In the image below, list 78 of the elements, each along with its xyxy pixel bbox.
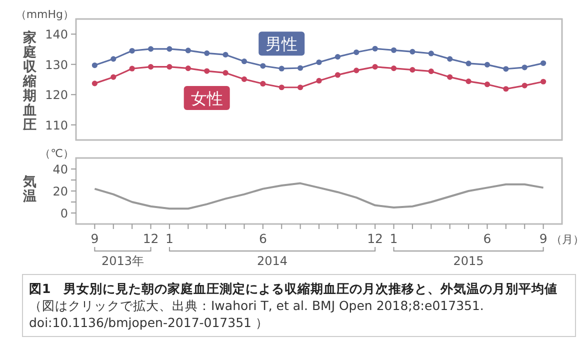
series-label: 男性: [266, 34, 298, 54]
point: [540, 60, 546, 66]
text: 図1 男女別に見た朝の家庭血圧測定による収縮期血圧の月次推移と、外気温の月別平均値: [29, 280, 559, 297]
text: （mmHg）: [15, 8, 74, 21]
point: [466, 78, 472, 84]
x-tick-label: 6: [483, 231, 492, 246]
point: [148, 46, 154, 52]
x-tick-label: 12: [367, 231, 384, 246]
point: [166, 64, 172, 70]
y-tick-label: 120: [45, 88, 68, 102]
y-tick-label: 110: [45, 118, 68, 132]
x-tick-label: 1: [165, 231, 174, 246]
point: [278, 66, 284, 72]
point: [372, 46, 378, 52]
text: （図はクリックで拡大、出典：Iwahori T, et al. BMJ Open 2018;8:e017351. doi:10.1136/bmjopen-2017-017351 ）: [29, 297, 485, 331]
point: [92, 80, 98, 86]
point: [447, 56, 453, 62]
point: [222, 52, 228, 58]
point: [129, 66, 135, 72]
y-axis-title: 家庭収縮期血圧: [22, 29, 38, 133]
point: [260, 80, 266, 87]
x-tick-label: 9: [90, 231, 99, 246]
point: [522, 64, 528, 70]
point: [166, 46, 172, 52]
point: [428, 50, 434, 56]
point: [503, 86, 509, 92]
point: [354, 68, 360, 74]
point: [298, 84, 304, 90]
point: [503, 66, 509, 72]
x-axis-title: （月）: [551, 233, 584, 246]
text: 2015: [453, 254, 484, 268]
x-tick-label: 12: [142, 231, 159, 246]
point: [372, 64, 378, 70]
point: [447, 74, 453, 80]
y-axis-title: 気温: [22, 174, 37, 204]
x-tick-label: 9: [539, 231, 548, 246]
point: [316, 59, 322, 66]
point: [522, 82, 528, 88]
point: [241, 76, 248, 82]
y-tick-label: 0: [60, 206, 68, 220]
text: 2014: [256, 254, 288, 268]
point: [148, 64, 154, 70]
point: [316, 78, 322, 84]
point: [129, 48, 135, 54]
point: [410, 48, 416, 54]
x-tick-label: 1: [390, 231, 398, 246]
point: [110, 74, 116, 80]
point: [241, 58, 248, 64]
y-tick-label: 20: [52, 184, 68, 198]
point: [204, 68, 210, 74]
point: [185, 48, 191, 54]
point: [260, 63, 266, 69]
series-label: 女性: [190, 89, 223, 108]
point: [428, 68, 434, 74]
text: 2013年: [101, 254, 144, 268]
point: [92, 62, 98, 68]
x-tick-label: 6: [258, 231, 267, 246]
text: （℃）: [40, 147, 74, 160]
point: [334, 72, 340, 78]
point: [298, 65, 304, 71]
point: [334, 54, 340, 60]
point: [110, 56, 116, 62]
point: [540, 78, 546, 84]
y-tick-label: 130: [45, 58, 68, 72]
point: [484, 62, 490, 68]
point: [466, 60, 472, 66]
point: [410, 67, 416, 73]
point: [390, 47, 397, 53]
point: [390, 66, 397, 72]
point: [185, 66, 191, 72]
y-tick-label: 40: [52, 162, 68, 176]
point: [484, 82, 490, 88]
point: [278, 84, 284, 90]
point: [204, 50, 210, 56]
point: [222, 70, 228, 76]
point: [354, 49, 360, 56]
line-series: [94, 182, 544, 210]
y-tick-label: 140: [45, 28, 68, 42]
